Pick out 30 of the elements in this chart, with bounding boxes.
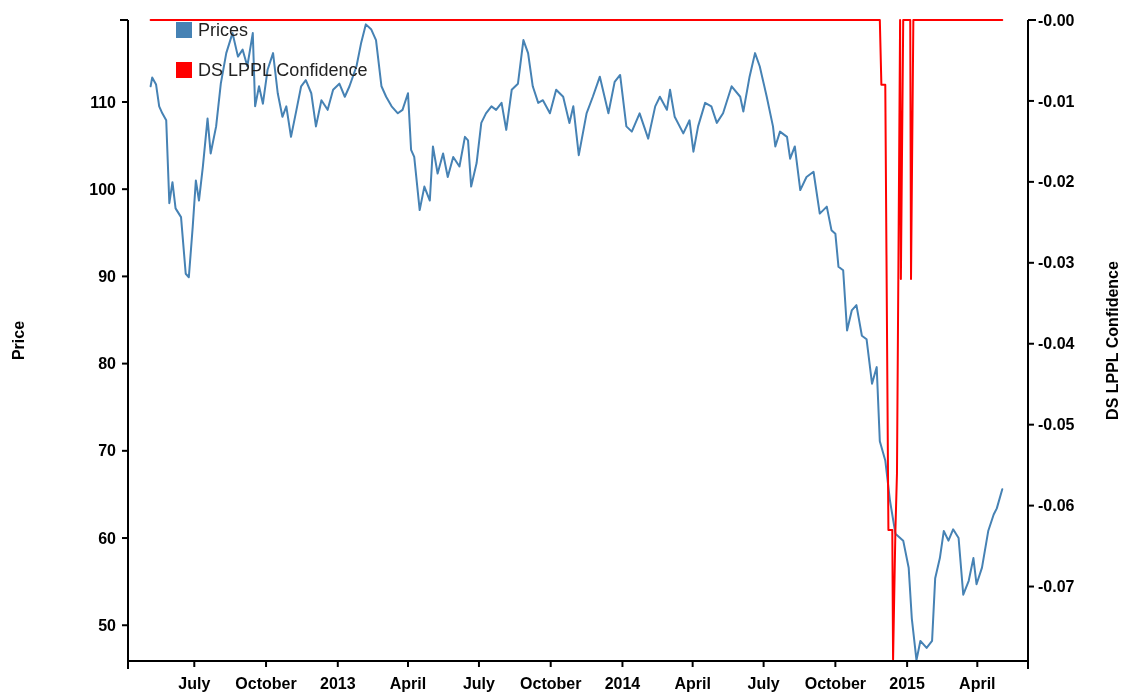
y-tick-label: 70 bbox=[98, 442, 117, 460]
y2-tick-label: -0.06 bbox=[1038, 497, 1075, 515]
x-tick-label: July bbox=[462, 675, 496, 692]
y2-tick-label: -0.03 bbox=[1038, 254, 1075, 272]
y2-tick-label: -0.00 bbox=[1038, 11, 1075, 29]
y2-axis-title: DS LPPL Confidence bbox=[1104, 260, 1121, 420]
y-tick-label: 60 bbox=[98, 529, 117, 547]
x-tick-label: April bbox=[389, 675, 427, 692]
y2-tick-label: -0.04 bbox=[1038, 335, 1075, 353]
y-tick-label: 110 bbox=[90, 93, 117, 111]
y-tick-label: 100 bbox=[89, 180, 117, 198]
x-tick-label: July bbox=[178, 675, 211, 692]
legend-label: Prices bbox=[198, 20, 249, 41]
x-tick-label: 2015 bbox=[889, 675, 926, 692]
x-tick-label: October bbox=[804, 675, 867, 692]
y-tick-label: 90 bbox=[98, 268, 117, 285]
y-tick-label: 50 bbox=[98, 616, 117, 634]
x-tick-label: 2014 bbox=[604, 675, 641, 692]
x-tick-label: October bbox=[520, 675, 582, 692]
y-tick-label: 80 bbox=[98, 355, 117, 373]
y2-tick-label: -0.05 bbox=[1038, 416, 1075, 434]
x-tick-label: April bbox=[959, 675, 996, 692]
x-tick-label: April bbox=[674, 675, 711, 692]
x-tick-label: 2013 bbox=[320, 675, 356, 692]
y2-tick-label: -0.01 bbox=[1038, 92, 1075, 110]
y2-tick-label: -0.07 bbox=[1038, 578, 1075, 596]
x-tick-label: October bbox=[235, 675, 297, 692]
y2-tick-label: -0.02 bbox=[1038, 173, 1075, 191]
y-axis-title: Price bbox=[10, 320, 27, 361]
x-tick-label: July bbox=[747, 675, 780, 692]
